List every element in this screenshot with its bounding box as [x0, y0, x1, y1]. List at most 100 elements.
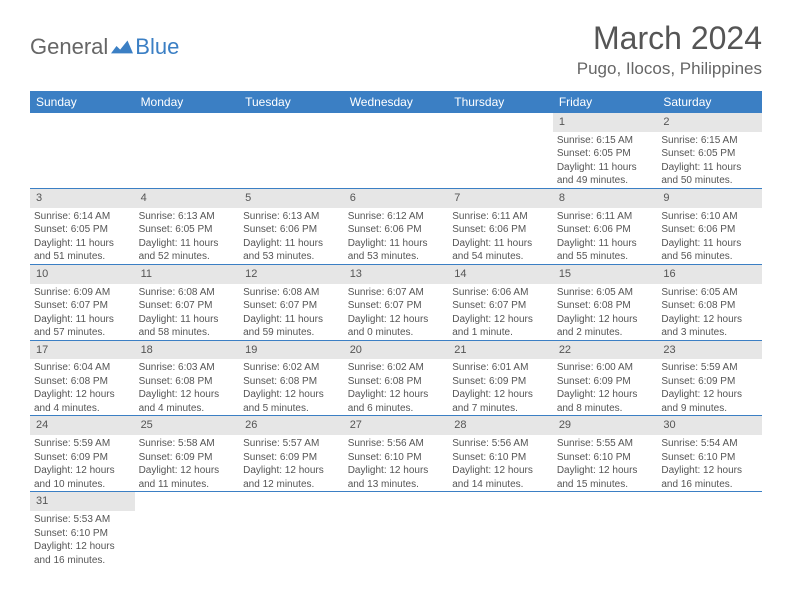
day-number: 5 [239, 189, 344, 208]
day-text: Sunrise: 5:59 AMSunset: 6:09 PMDaylight:… [30, 437, 135, 491]
calendar-cell: 19Sunrise: 6:02 AMSunset: 6:08 PMDayligh… [239, 340, 344, 416]
logo-blue: Blue [135, 34, 179, 60]
sunset-text: Sunset: 6:08 PM [243, 375, 340, 389]
month-title: March 2024 [577, 20, 762, 57]
calendar-cell: 12Sunrise: 6:08 AMSunset: 6:07 PMDayligh… [239, 264, 344, 340]
day-number: 2 [657, 113, 762, 132]
daylight-text: Daylight: 12 hours and 1 minute. [452, 313, 549, 340]
daylight-text: Daylight: 12 hours and 6 minutes. [348, 388, 445, 415]
weekday-header: Friday [553, 91, 658, 113]
sunset-text: Sunset: 6:10 PM [661, 451, 758, 465]
day-text: Sunrise: 5:57 AMSunset: 6:09 PMDaylight:… [239, 437, 344, 491]
sunset-text: Sunset: 6:06 PM [452, 223, 549, 237]
sunrise-text: Sunrise: 6:11 AM [557, 210, 654, 224]
day-text: Sunrise: 6:12 AMSunset: 6:06 PMDaylight:… [344, 210, 449, 264]
daylight-text: Daylight: 11 hours and 50 minutes. [661, 161, 758, 188]
calendar-cell: 1Sunrise: 6:15 AMSunset: 6:05 PMDaylight… [553, 113, 658, 188]
sunrise-text: Sunrise: 6:03 AM [139, 361, 236, 375]
sunrise-text: Sunrise: 6:10 AM [661, 210, 758, 224]
day-number: 24 [30, 416, 135, 435]
daylight-text: Daylight: 11 hours and 51 minutes. [34, 237, 131, 264]
calendar-row: 10 Sunrise: 6:09 AMSunset: 6:07 PMDayligh… [30, 264, 762, 340]
day-text: Sunrise: 6:09 AMSunset: 6:07 PMDaylight:… [30, 286, 135, 340]
day-number: 3 [30, 189, 135, 208]
day-number: 22 [553, 341, 658, 360]
day-number: 23 [657, 341, 762, 360]
calendar-row: 1Sunrise: 6:15 AMSunset: 6:05 PMDaylight… [30, 113, 762, 188]
calendar-cell: 8Sunrise: 6:11 AMSunset: 6:06 PMDaylight… [553, 188, 658, 264]
day-number: 10 [30, 265, 135, 284]
sunrise-text: Sunrise: 6:01 AM [452, 361, 549, 375]
daylight-text: Daylight: 11 hours and 53 minutes. [348, 237, 445, 264]
sunset-text: Sunset: 6:07 PM [243, 299, 340, 313]
sunset-text: Sunset: 6:06 PM [557, 223, 654, 237]
daylight-text: Daylight: 12 hours and 16 minutes. [661, 464, 758, 491]
sunrise-text: Sunrise: 5:59 AM [34, 437, 131, 451]
logo-icon [111, 38, 133, 54]
calendar-cell [448, 492, 553, 567]
day-text: Sunrise: 6:04 AMSunset: 6:08 PMDaylight:… [30, 361, 135, 415]
sunrise-text: Sunrise: 6:05 AM [661, 286, 758, 300]
day-number: 4 [135, 189, 240, 208]
sunset-text: Sunset: 6:09 PM [452, 375, 549, 389]
sunset-text: Sunset: 6:08 PM [348, 375, 445, 389]
sunset-text: Sunset: 6:07 PM [34, 299, 131, 313]
day-number: 27 [344, 416, 449, 435]
calendar-cell: 29Sunrise: 5:55 AMSunset: 6:10 PMDayligh… [553, 416, 658, 492]
calendar-cell: 2Sunrise: 6:15 AMSunset: 6:05 PMDaylight… [657, 113, 762, 188]
calendar-cell: 17Sunrise: 6:04 AMSunset: 6:08 PMDayligh… [30, 340, 135, 416]
calendar-cell: 5Sunrise: 6:13 AMSunset: 6:06 PMDaylight… [239, 188, 344, 264]
daylight-text: Daylight: 12 hours and 16 minutes. [34, 540, 131, 567]
logo-general: General [30, 34, 108, 60]
day-number: 16 [657, 265, 762, 284]
weekday-header: Tuesday [239, 91, 344, 113]
sunrise-text: Sunrise: 5:55 AM [557, 437, 654, 451]
day-text: Sunrise: 6:00 AMSunset: 6:09 PMDaylight:… [553, 361, 658, 415]
sunset-text: Sunset: 6:05 PM [661, 147, 758, 161]
day-number: 19 [239, 341, 344, 360]
day-text: Sunrise: 6:06 AMSunset: 6:07 PMDaylight:… [448, 286, 553, 340]
day-number: 31 [30, 492, 135, 511]
daylight-text: Daylight: 12 hours and 2 minutes. [557, 313, 654, 340]
calendar-cell: 21Sunrise: 6:01 AMSunset: 6:09 PMDayligh… [448, 340, 553, 416]
day-text: Sunrise: 6:05 AMSunset: 6:08 PMDaylight:… [657, 286, 762, 340]
title-block: March 2024 Pugo, Ilocos, Philippines [577, 20, 762, 79]
calendar-cell: 4Sunrise: 6:13 AMSunset: 6:05 PMDaylight… [135, 188, 240, 264]
day-number: 8 [553, 189, 658, 208]
day-number: 15 [553, 265, 658, 284]
day-number: 6 [344, 189, 449, 208]
sunset-text: Sunset: 6:09 PM [243, 451, 340, 465]
sunrise-text: Sunrise: 6:00 AM [557, 361, 654, 375]
sunrise-text: Sunrise: 6:04 AM [34, 361, 131, 375]
sunrise-text: Sunrise: 6:02 AM [348, 361, 445, 375]
calendar-cell: 11Sunrise: 6:08 AMSunset: 6:07 PMDayligh… [135, 264, 240, 340]
daylight-text: Daylight: 12 hours and 12 minutes. [243, 464, 340, 491]
calendar-cell: 16 Sunrise: 6:05 AMSunset: 6:08 PMDayligh… [657, 264, 762, 340]
calendar-cell [553, 492, 658, 567]
logo: General Blue [30, 34, 179, 60]
daylight-text: Daylight: 11 hours and 58 minutes. [139, 313, 236, 340]
daylight-text: Daylight: 12 hours and 4 minutes. [34, 388, 131, 415]
sunset-text: Sunset: 6:08 PM [34, 375, 131, 389]
daylight-text: Daylight: 11 hours and 49 minutes. [557, 161, 654, 188]
calendar-cell: 10 Sunrise: 6:09 AMSunset: 6:07 PMDayligh… [30, 264, 135, 340]
calendar-cell: 31Sunrise: 5:53 AMSunset: 6:10 PMDayligh… [30, 492, 135, 567]
calendar-cell [135, 113, 240, 188]
sunrise-text: Sunrise: 6:08 AM [243, 286, 340, 300]
sunset-text: Sunset: 6:07 PM [452, 299, 549, 313]
sunset-text: Sunset: 6:08 PM [557, 299, 654, 313]
daylight-text: Daylight: 12 hours and 7 minutes. [452, 388, 549, 415]
day-text: Sunrise: 6:15 AMSunset: 6:05 PMDaylight:… [553, 134, 658, 188]
calendar-cell: 3 Sunrise: 6:14 AMSunset: 6:05 PMDaylight… [30, 188, 135, 264]
day-number: 29 [553, 416, 658, 435]
day-text: Sunrise: 6:14 AMSunset: 6:05 PMDaylight:… [30, 210, 135, 264]
sunrise-text: Sunrise: 6:08 AM [139, 286, 236, 300]
daylight-text: Daylight: 11 hours and 54 minutes. [452, 237, 549, 264]
daylight-text: Daylight: 12 hours and 8 minutes. [557, 388, 654, 415]
day-text: Sunrise: 6:02 AMSunset: 6:08 PMDaylight:… [239, 361, 344, 415]
weekday-header: Thursday [448, 91, 553, 113]
sunrise-text: Sunrise: 6:02 AM [243, 361, 340, 375]
calendar-cell: 30Sunrise: 5:54 AMSunset: 6:10 PMDayligh… [657, 416, 762, 492]
daylight-text: Daylight: 12 hours and 9 minutes. [661, 388, 758, 415]
calendar-cell [657, 492, 762, 567]
